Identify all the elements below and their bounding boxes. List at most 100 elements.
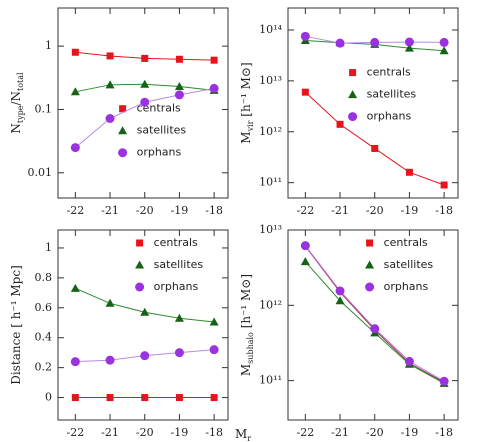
x-tick-label: -22 (66, 426, 84, 439)
y-axis-label: Ntype/Ntotal (9, 72, 25, 134)
legend-marker (365, 282, 375, 292)
legend-marker (349, 69, 357, 77)
data-point (175, 394, 183, 402)
data-point (335, 286, 345, 296)
data-point (370, 324, 380, 334)
legend-marker (118, 148, 128, 158)
y-tick-label: 0.6 (35, 301, 53, 314)
y-tick-label: 10¹² (259, 125, 282, 138)
data-point (105, 113, 115, 123)
y-tick-label: 0.8 (35, 271, 53, 284)
y-tick-label: 10¹¹ (259, 374, 282, 387)
legend-label: centrals (384, 236, 428, 249)
legend-label: orphans (137, 146, 182, 159)
x-tick-label: -21 (101, 426, 119, 439)
data-point (405, 168, 413, 176)
x-tick-label: -20 (366, 426, 384, 439)
data-point (71, 394, 79, 402)
data-point (140, 307, 150, 316)
y-tick-label: 0.4 (35, 331, 53, 344)
plot-frame (57, 229, 229, 421)
x-tick-label: -21 (331, 426, 349, 439)
data-point (300, 241, 310, 251)
series-line (75, 87, 215, 148)
y-tick-label: 10¹³ (259, 223, 282, 236)
data-point (209, 317, 219, 326)
legend-label: satellites (384, 258, 434, 271)
y-axis-label: Msubhalo [h⁻¹ M⊙] (239, 274, 255, 376)
y-tick-label: 1 (45, 39, 52, 52)
legend-label: orphans (367, 110, 412, 123)
x-tick-label: -21 (101, 204, 119, 217)
legend-marker (348, 90, 358, 99)
y-tick-label: 0.01 (28, 166, 53, 179)
y-axis-label: Mvir [h⁻¹ M⊙] (239, 62, 255, 143)
y-tick-label: 0 (45, 391, 52, 404)
x-tick-label: -20 (366, 204, 384, 217)
y-axis-label-part: total (16, 72, 25, 91)
legend-marker (119, 105, 127, 113)
data-point (105, 298, 115, 307)
y-axis-label-part: [h⁻¹ M⊙] (239, 274, 253, 332)
x-tick-label: -18 (205, 426, 223, 439)
data-point (404, 356, 414, 366)
x-tick-label: -22 (296, 426, 314, 439)
data-point (300, 31, 310, 41)
x-tick-label: -19 (171, 426, 189, 439)
x-tick-label: -18 (435, 426, 453, 439)
data-point (439, 376, 449, 386)
data-point (336, 120, 344, 128)
data-point (70, 87, 80, 96)
legend-label: satellites (137, 124, 187, 137)
data-point (70, 283, 80, 292)
data-point (210, 56, 218, 64)
data-point (210, 394, 218, 402)
data-point (106, 394, 114, 402)
data-point (370, 37, 380, 47)
data-point (141, 54, 149, 62)
legend-marker (118, 126, 128, 135)
x-tick-label: -18 (205, 204, 223, 217)
data-point (105, 80, 115, 89)
data-point (140, 97, 150, 107)
y-axis-label-part: M (239, 131, 253, 143)
x-axis-label: Mr (235, 427, 251, 442)
legend-marker (365, 260, 375, 269)
legend-label: satellites (367, 88, 417, 101)
data-point (440, 181, 448, 189)
y-axis-label-part: N (9, 123, 23, 134)
data-point (71, 48, 79, 56)
data-point (371, 144, 379, 152)
x-tick-label: -19 (171, 204, 189, 217)
y-axis-label: Distance [ h⁻¹ Mpc] (9, 265, 23, 385)
data-point (174, 313, 184, 322)
plot-frame (287, 229, 459, 421)
x-tick-label: -20 (136, 204, 154, 217)
legend-marker (348, 112, 358, 122)
plot-frame (287, 7, 459, 199)
data-point (439, 46, 449, 55)
plot-frame (57, 7, 229, 199)
data-point (70, 143, 80, 153)
y-axis-label-part: /N (9, 91, 23, 106)
data-point (140, 79, 150, 88)
data-point (335, 296, 345, 305)
data-point (300, 257, 310, 266)
y-axis-label-part: subhalo (246, 332, 255, 364)
data-point (209, 83, 219, 93)
x-tick-label: -18 (435, 204, 453, 217)
x-axis-label-part: M (235, 427, 247, 441)
y-tick-label: 10¹³ (259, 74, 282, 87)
y-tick-label: 0.2 (35, 361, 53, 374)
data-point (404, 43, 414, 52)
data-point (174, 348, 184, 358)
data-point (174, 90, 184, 100)
legend-marker (136, 239, 144, 247)
legend-marker (366, 239, 374, 247)
x-tick-label: -19 (401, 204, 419, 217)
data-point (106, 52, 114, 60)
data-point (174, 82, 184, 91)
data-point (70, 357, 80, 367)
y-axis-label-part: M (239, 364, 253, 376)
legend-label: orphans (154, 280, 199, 293)
